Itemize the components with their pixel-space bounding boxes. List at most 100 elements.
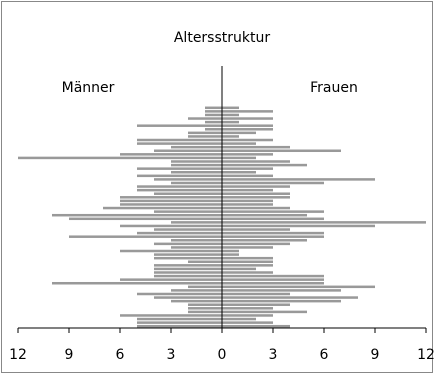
bar bbox=[171, 160, 222, 163]
bar bbox=[205, 106, 222, 110]
bar bbox=[222, 178, 375, 181]
bar bbox=[222, 217, 324, 221]
bar bbox=[137, 185, 222, 188]
bar bbox=[222, 235, 324, 238]
bar bbox=[222, 185, 290, 188]
x-tick-label: 9 bbox=[65, 347, 74, 363]
bar bbox=[222, 124, 273, 127]
x-tick-label: 12 bbox=[417, 347, 435, 363]
bar bbox=[222, 256, 273, 260]
bar bbox=[120, 278, 222, 281]
bar bbox=[171, 239, 222, 242]
bar bbox=[120, 224, 222, 228]
bar bbox=[222, 110, 273, 113]
bar bbox=[137, 317, 222, 321]
chart-title: Altersstruktur bbox=[174, 30, 271, 46]
x-tick-label: 0 bbox=[218, 347, 227, 363]
bar bbox=[137, 138, 222, 142]
bar bbox=[171, 170, 222, 174]
bar bbox=[222, 260, 273, 264]
series-label: Frauen bbox=[310, 80, 358, 96]
bar bbox=[137, 321, 222, 324]
bar bbox=[154, 271, 222, 274]
x-tick-label: 9 bbox=[371, 347, 380, 363]
bar bbox=[154, 274, 222, 278]
bar bbox=[154, 267, 222, 271]
bar bbox=[188, 307, 222, 310]
bar bbox=[222, 278, 324, 281]
bar bbox=[69, 235, 222, 238]
bar bbox=[120, 153, 222, 156]
bar bbox=[222, 289, 341, 292]
bar bbox=[52, 213, 222, 217]
bar bbox=[222, 145, 290, 149]
bar bbox=[222, 274, 324, 278]
bar bbox=[18, 156, 222, 160]
bar bbox=[222, 281, 324, 285]
bar bbox=[154, 264, 222, 267]
bar bbox=[120, 249, 222, 253]
bar bbox=[222, 285, 375, 289]
x-tick-label: 6 bbox=[116, 347, 125, 363]
x-tick-label: 6 bbox=[320, 347, 329, 363]
bar bbox=[222, 307, 273, 310]
bar bbox=[222, 324, 290, 328]
bar bbox=[222, 188, 273, 192]
bar bbox=[222, 206, 290, 210]
bar bbox=[154, 256, 222, 260]
bar bbox=[222, 224, 375, 228]
bar bbox=[222, 138, 273, 142]
bar bbox=[154, 192, 222, 195]
bar bbox=[222, 106, 239, 110]
bar bbox=[171, 246, 222, 249]
bar bbox=[222, 296, 358, 299]
bar bbox=[222, 267, 256, 271]
bar bbox=[137, 292, 222, 296]
bar bbox=[154, 228, 222, 231]
bar bbox=[222, 292, 290, 296]
bar bbox=[69, 217, 222, 221]
bar bbox=[222, 317, 256, 321]
bar bbox=[222, 117, 273, 120]
bar bbox=[222, 199, 273, 203]
bar bbox=[205, 120, 222, 124]
bar bbox=[222, 142, 256, 145]
bar bbox=[222, 213, 307, 217]
bar bbox=[137, 142, 222, 145]
bar bbox=[137, 174, 222, 178]
bar bbox=[222, 239, 307, 242]
bar bbox=[154, 178, 222, 181]
bar bbox=[52, 281, 222, 285]
bar bbox=[222, 253, 239, 256]
bar bbox=[205, 128, 222, 131]
bar bbox=[171, 221, 222, 224]
bar bbox=[171, 181, 222, 185]
bar bbox=[120, 203, 222, 206]
bar bbox=[222, 160, 290, 163]
bar bbox=[171, 299, 222, 303]
bar bbox=[188, 260, 222, 264]
x-tick-label: 12 bbox=[9, 347, 27, 363]
bar bbox=[154, 210, 222, 213]
bar bbox=[137, 167, 222, 170]
bar bbox=[222, 135, 239, 138]
bar bbox=[205, 113, 222, 117]
bar bbox=[222, 120, 239, 124]
bar bbox=[222, 221, 426, 224]
series-label: Männer bbox=[62, 80, 115, 96]
bar bbox=[222, 156, 256, 160]
bar bbox=[188, 131, 222, 135]
bar bbox=[222, 196, 290, 199]
bar bbox=[222, 228, 290, 231]
bar bbox=[222, 153, 273, 156]
bar bbox=[137, 324, 222, 328]
x-tick-label: 3 bbox=[167, 347, 176, 363]
bar bbox=[222, 128, 273, 131]
bar bbox=[188, 310, 222, 314]
bar bbox=[222, 203, 273, 206]
bar bbox=[188, 285, 222, 289]
bar bbox=[154, 242, 222, 246]
bar bbox=[154, 253, 222, 256]
bar bbox=[103, 206, 222, 210]
bar bbox=[222, 163, 307, 167]
